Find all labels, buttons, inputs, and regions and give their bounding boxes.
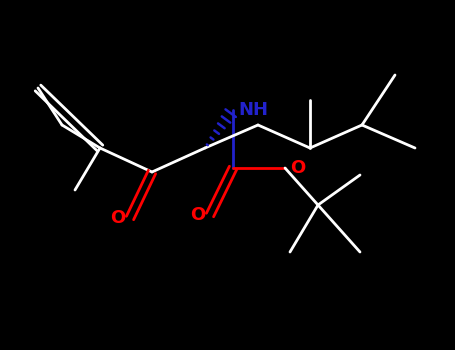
Text: O: O <box>110 209 125 227</box>
Text: O: O <box>290 159 305 177</box>
Text: NH: NH <box>238 101 268 119</box>
Text: O: O <box>190 206 205 224</box>
